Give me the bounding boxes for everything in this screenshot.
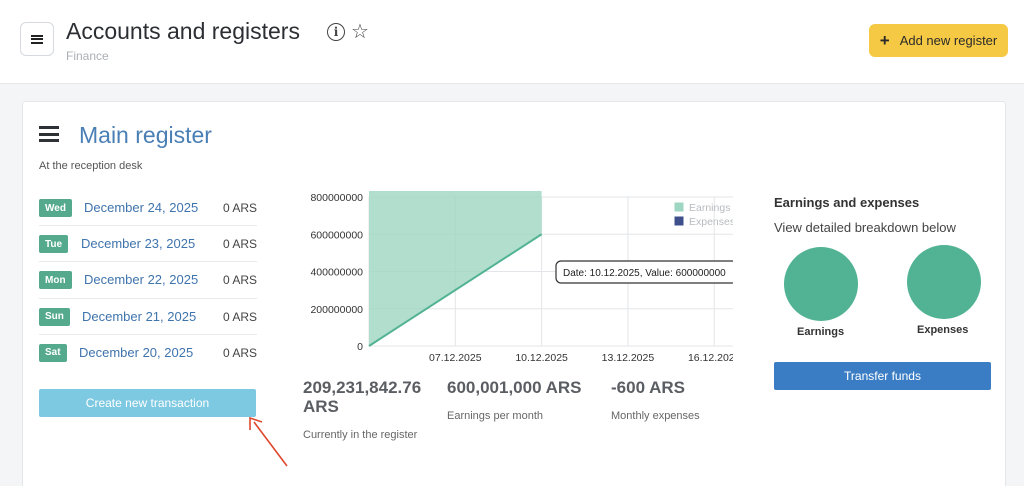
earnings-value: 600,001,000 ARS (447, 378, 582, 397)
expenses-value: -600 ARS (611, 378, 686, 397)
y-tick-label: 200000000 (310, 304, 363, 316)
side-subtitle: View detailed breakdown below (774, 220, 956, 235)
add-register-label: Add new register (899, 33, 998, 48)
balance-stat: 209,231,842.76 ARS Currently in the regi… (303, 378, 443, 443)
register-title[interactable]: Main register (79, 122, 212, 148)
add-register-button[interactable]: + Add new register (869, 24, 1008, 57)
day-row: Sat December 20, 2025 0 ARS (39, 335, 257, 371)
legend-label: Earnings (689, 202, 730, 214)
legend-swatch (673, 215, 685, 227)
hamburger-icon (31, 34, 43, 44)
star-icon[interactable]: ☆ (351, 21, 369, 43)
day-badge: Tue (39, 235, 69, 254)
legend-swatch (673, 201, 685, 213)
register-subtitle: At the reception desk (39, 160, 143, 172)
earnings-stat: 600,001,000 ARS Earnings per month (447, 378, 587, 424)
balance-label: Currently in the register (303, 429, 418, 441)
expenses-stat: -600 ARS Monthly expenses (611, 378, 751, 424)
day-amount: 0 ARS (222, 273, 257, 288)
day-list: Wed December 24, 2025 0 ARS Tue December… (39, 190, 257, 371)
earnings-area (369, 191, 542, 346)
chart-tooltip (555, 260, 733, 284)
y-tick-label: 600000000 (310, 229, 363, 241)
y-tick-label: 0 (357, 341, 363, 353)
register-card: Main register At the reception desk Wed … (22, 101, 1006, 486)
plus-icon: + (879, 31, 890, 50)
day-amount: 0 ARS (222, 201, 257, 215)
page-title: Accounts and registers (66, 18, 300, 44)
day-amount: 0 ARS (222, 309, 257, 324)
day-row: Wed December 24, 2025 0 ARS (39, 190, 257, 227)
legend-label: Expenses (689, 216, 733, 228)
day-date-link[interactable]: December 22, 2025 (84, 272, 199, 288)
info-icon[interactable]: i (327, 23, 345, 41)
expenses-label: Monthly expenses (611, 410, 700, 422)
annotation-arrow (249, 416, 288, 467)
menu-toggle-button[interactable] (20, 22, 54, 56)
day-date-link[interactable]: December 23, 2025 (81, 236, 196, 252)
expenses-pie-chart[interactable] (907, 245, 981, 319)
earnings-chart[interactable]: 800000000 600000000 400000000 200000000 0 07.… (273, 187, 733, 367)
day-badge: Mon (39, 271, 72, 290)
day-date-link[interactable]: December 20, 2025 (79, 344, 194, 360)
y-tick-label: 400000000 (310, 267, 363, 279)
earnings-label: Earnings per month (447, 410, 543, 422)
day-row: Tue December 23, 2025 0 ARS (39, 226, 257, 263)
top-bar: Accounts and registers i ☆ Finance + Add… (0, 0, 1024, 84)
day-row: Sun December 21, 2025 0 ARS (39, 299, 257, 335)
breadcrumb[interactable]: Finance (66, 49, 109, 63)
expenses-pie-label: Expenses (917, 324, 969, 336)
side-title: Earnings and expenses (774, 195, 920, 210)
day-date-link[interactable]: December 24, 2025 (84, 200, 199, 215)
day-row: Mon December 22, 2025 0 ARS (39, 262, 257, 299)
x-tick-label: 07.12.2025 (429, 352, 482, 364)
day-badge: Sun (39, 307, 70, 326)
chart-tooltip-text: Date: 10.12.2025, Value: 600000000 (563, 268, 726, 279)
x-tick-label: 13.12.2025 (602, 352, 655, 364)
day-badge: Sat (39, 343, 67, 362)
day-badge: Wed (39, 199, 72, 217)
balance-value: 209,231,842.76 ARS (303, 378, 422, 416)
day-date-link[interactable]: December 21, 2025 (82, 308, 197, 324)
day-amount: 0 ARS (222, 237, 257, 252)
day-amount: 0 ARS (222, 345, 257, 360)
y-tick-label: 800000000 (310, 192, 363, 204)
transfer-funds-button[interactable]: Transfer funds (774, 362, 991, 390)
earnings-pie-chart[interactable] (784, 247, 858, 321)
earnings-pie-label: Earnings (797, 326, 845, 338)
earnings-line (368, 233, 543, 347)
register-menu-icon[interactable] (39, 126, 59, 142)
x-tick-label: 16.12.2025 (688, 352, 733, 364)
create-transaction-button[interactable]: Create new transaction (39, 389, 256, 417)
x-tick-label: 10.12.2025 (515, 352, 568, 364)
